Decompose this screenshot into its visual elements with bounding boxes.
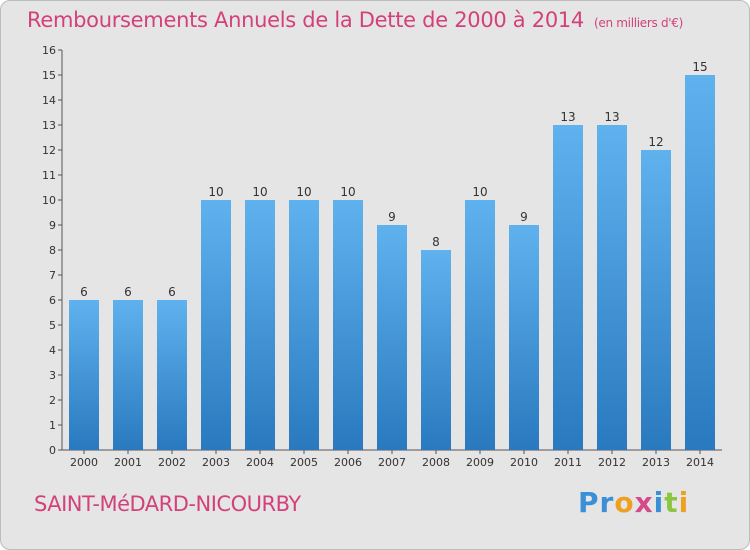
data-label-2004: 10 [252,185,267,199]
x-tick-label-2008: 2008 [422,456,450,469]
bar-2000 [69,300,99,450]
x-tick-label-2013: 2013 [642,456,670,469]
data-label-2008: 8 [432,235,440,249]
data-label-2014: 15 [692,60,707,74]
y-tick-label: 0 [49,444,56,457]
y-tick-label: 10 [42,194,56,207]
bar-2009 [465,200,495,450]
logo-letter: o [614,486,635,519]
bar-2010 [509,225,539,450]
chart-labels: 6 2000 6 2001 6 2002 10 2003 10 2004 10 2005 10 2006 9… [70,60,714,469]
data-label-2009: 10 [472,185,487,199]
data-label-2006: 10 [340,185,355,199]
y-tick-label: 9 [49,219,56,232]
logo-letter: i [678,486,690,519]
bar-2005 [289,200,319,450]
bar-2007 [377,225,407,450]
logo-letter: P [578,486,600,519]
y-tick-label: 11 [42,169,56,182]
x-tick-label-2004: 2004 [246,456,274,469]
data-label-2010: 9 [520,210,528,224]
y-tick-label: 8 [49,244,56,257]
data-label-2003: 10 [208,185,223,199]
data-label-2012: 13 [604,110,619,124]
data-label-2013: 12 [648,135,663,149]
x-tick-label-2014: 2014 [686,456,714,469]
bar-2006 [333,200,363,450]
y-tick-label: 7 [49,269,56,282]
y-tick-label: 2 [49,394,56,407]
bar-2003 [201,200,231,450]
x-tick-label-2009: 2009 [466,456,494,469]
bar-2001 [113,300,143,450]
x-tick-label-2001: 2001 [114,456,142,469]
y-tick-label: 14 [42,94,56,107]
x-tick-label-2012: 2012 [598,456,626,469]
x-tick-label-2010: 2010 [510,456,538,469]
data-label-2011: 13 [560,110,575,124]
chart-bars [69,75,715,450]
bar-2008 [421,250,451,450]
bar-2002 [157,300,187,450]
bar-2011 [553,125,583,450]
proxiti-logo: Proxiti [578,486,689,519]
data-label-2000: 6 [80,285,88,299]
location-name: SAINT-MéDARD-NICOURBY [34,492,301,516]
x-tick-label-2005: 2005 [290,456,318,469]
x-tick-label-2007: 2007 [378,456,406,469]
bar-2012 [597,125,627,450]
y-tick-label: 6 [49,294,56,307]
chart-title-text: Remboursements Annuels de la Dette de 20… [27,8,584,32]
x-tick-label-2006: 2006 [334,456,362,469]
data-label-2005: 10 [296,185,311,199]
bar-2004 [245,200,275,450]
y-tick-label: 15 [42,69,56,82]
data-label-2002: 6 [168,285,176,299]
chart-unit: (en milliers d'€) [594,16,684,30]
y-tick-label: 16 [42,44,56,57]
y-tick-label: 3 [49,369,56,382]
logo-letter: x [634,486,654,519]
x-tick-label-2002: 2002 [158,456,186,469]
logo-letter: i [653,486,665,519]
chart-title: Remboursements Annuels de la Dette de 20… [27,8,683,32]
x-tick-label-2011: 2011 [554,456,582,469]
data-label-2001: 6 [124,285,132,299]
bar-2013 [641,150,671,450]
logo-letter: r [599,486,615,519]
y-tick-label: 13 [42,119,56,132]
y-tick-label: 4 [49,344,56,357]
y-tick-label: 5 [49,319,56,332]
bar-2014 [685,75,715,450]
x-tick-label-2003: 2003 [202,456,230,469]
data-label-2007: 9 [388,210,396,224]
y-tick-label: 1 [49,419,56,432]
x-tick-label-2000: 2000 [70,456,98,469]
y-tick-label: 12 [42,144,56,157]
logo-letter: t [664,486,679,519]
